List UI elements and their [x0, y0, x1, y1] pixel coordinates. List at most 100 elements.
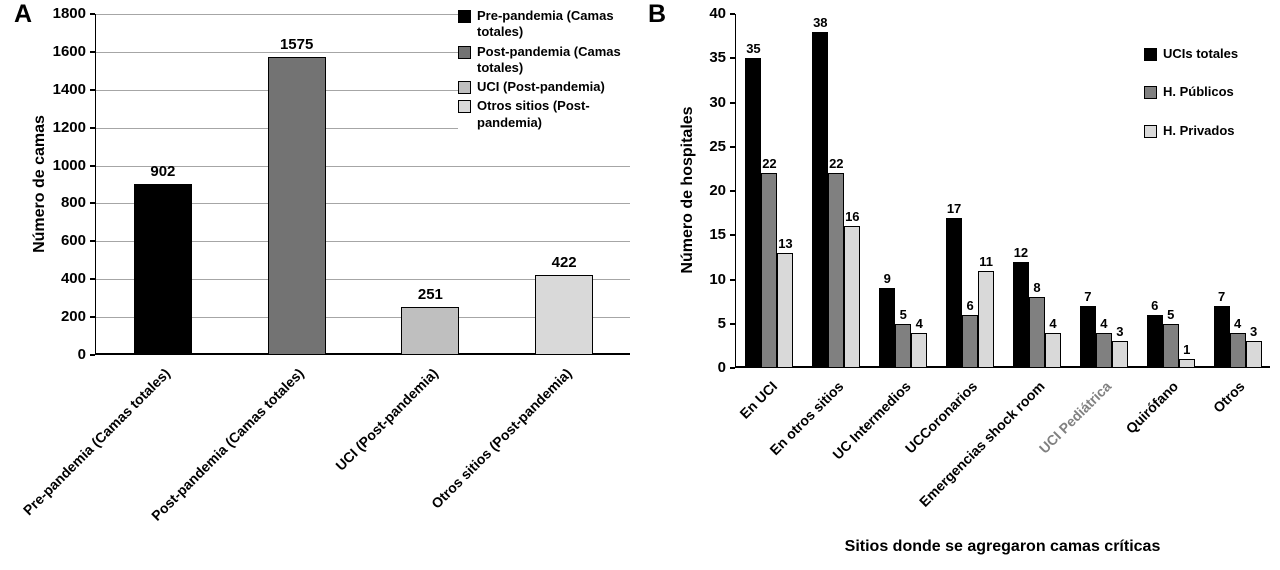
y-axis-tick-mark — [730, 234, 735, 237]
bar — [812, 31, 829, 368]
x-axis-category-label-text: Emergencias shock room — [915, 378, 1048, 510]
bar — [962, 314, 979, 368]
y-axis-tick-label: 35 — [709, 49, 726, 67]
legend-label: Otros sitios (Post-pandemia) — [477, 98, 590, 130]
bar-value-label: 6 — [1151, 297, 1159, 313]
bar — [1095, 332, 1112, 368]
bar — [267, 56, 326, 355]
legend-label: H. Públicos — [1163, 84, 1234, 100]
y-axis-tick-mark — [730, 367, 735, 369]
bar-value-label: 38 — [813, 14, 828, 30]
legend-swatch — [458, 81, 471, 94]
bar-value-label: 5 — [899, 306, 907, 322]
gridline — [96, 51, 630, 53]
bar-value-label: 17 — [946, 200, 962, 216]
bar-value-label: 4 — [1049, 315, 1057, 331]
bar-value-label: 6 — [966, 297, 974, 313]
panel-b-y-axis-title: Número de hospitales — [679, 106, 696, 274]
legend-swatch — [458, 10, 471, 23]
bar-value-label: 7 — [1217, 289, 1226, 305]
gridline — [96, 203, 630, 205]
y-axis-tick-label: 30 — [709, 93, 726, 111]
bar-value-label: 22 — [762, 156, 777, 172]
bar — [133, 184, 192, 355]
legend-swatch — [458, 45, 471, 59]
bar — [1111, 341, 1128, 368]
legend-item: UCI (Post-pandemia) — [458, 79, 638, 95]
legend-label: Post-pandemia (Camas totales) — [477, 43, 621, 75]
y-axis-tick-mark — [90, 240, 95, 243]
bar-value-label: 5 — [1167, 306, 1175, 322]
x-axis-category-label-text: UCI (Post-pandemia) — [332, 365, 441, 474]
bar-value-label: 902 — [150, 163, 176, 181]
y-axis-tick-mark — [90, 202, 95, 205]
y-axis-tick-label: 40 — [709, 5, 726, 22]
x-axis-category-label-text: En UCI — [735, 378, 780, 422]
y-axis-tick-label: 5 — [717, 314, 726, 332]
bar-value-label: 1575 — [279, 35, 314, 53]
y-axis-tick-label: 800 — [60, 194, 86, 212]
bar — [844, 226, 861, 368]
panel-b-legend: UCIs totales H. Públicos H. Privados — [1144, 46, 1238, 161]
y-axis-tick-mark — [90, 278, 95, 281]
bar — [946, 217, 963, 368]
y-axis-tick-mark — [730, 145, 735, 148]
bar — [761, 173, 778, 368]
bar — [1012, 261, 1029, 368]
bar — [1229, 332, 1246, 368]
legend-item: Post-pandemia (Camas totales) — [458, 44, 638, 77]
bar-value-label: 7 — [1084, 289, 1092, 305]
bar-value-label: 13 — [778, 235, 793, 251]
y-axis-tick-label: 10 — [709, 270, 726, 288]
bar — [895, 323, 912, 368]
x-axis-category-label-text: UCI Pediátrica — [1035, 378, 1115, 457]
y-axis-tick-mark — [730, 57, 735, 60]
x-axis-category-label-text: Quirófano — [1122, 378, 1182, 437]
bar-value-label: 4 — [1233, 315, 1242, 331]
legend-label: Pre-pandemia (Camas totales) — [477, 8, 614, 40]
bar-value-label: 1 — [1183, 342, 1191, 358]
y-axis-tick-label: 1400 — [52, 80, 86, 98]
y-axis-tick-label: 1200 — [52, 118, 86, 136]
legend-label: UCI (Post-pandemia) — [477, 79, 605, 94]
gridline — [96, 127, 630, 129]
x-axis-category-label-text: Post-pandemia (Camas totales) — [148, 365, 307, 524]
y-axis-tick-label: 0 — [77, 346, 86, 363]
y-axis-tick-label: 20 — [709, 182, 726, 199]
y-axis-tick-mark — [730, 13, 735, 15]
legend-swatch — [1144, 124, 1157, 138]
bar — [1146, 314, 1163, 368]
panel-b-letter: B — [648, 0, 667, 28]
panel-a-letter: A — [14, 0, 33, 28]
legend-swatch — [1144, 48, 1157, 61]
legend-item: UCIs totales — [1144, 46, 1238, 62]
gridline — [96, 165, 630, 167]
legend-swatch — [1144, 86, 1157, 100]
legend-item: Pre-pandemia (Camas totales) — [458, 8, 638, 41]
legend-label: UCIs totales — [1163, 46, 1239, 61]
bar — [777, 252, 794, 368]
legend-item: H. Públicos — [1144, 84, 1238, 100]
bar-value-label: 4 — [1100, 315, 1108, 331]
y-axis-tick-label: 200 — [60, 308, 86, 326]
panel-b: B Número de hospitales 35 22 13 38 22 16 9 5 4 17… — [640, 0, 1280, 570]
gridline — [96, 241, 630, 243]
bar — [1162, 323, 1179, 368]
y-axis-tick-mark — [90, 88, 95, 91]
bar — [1213, 306, 1230, 368]
bar — [1245, 341, 1262, 368]
y-axis-tick-label: 15 — [709, 226, 726, 244]
x-axis-category-label-text: Otros — [1210, 378, 1248, 416]
bar — [879, 288, 896, 368]
bar — [911, 332, 928, 368]
gridline — [96, 317, 630, 319]
bar — [978, 270, 995, 368]
gridline — [96, 89, 630, 91]
bar-value-label: 8 — [1033, 280, 1041, 296]
legend-item: Otros sitios (Post-pandemia) — [458, 98, 638, 131]
y-axis-tick-label: 1600 — [52, 42, 86, 60]
bar — [745, 58, 762, 368]
legend-item: H. Privados — [1144, 123, 1238, 139]
y-axis-tick-label: 25 — [709, 137, 726, 155]
